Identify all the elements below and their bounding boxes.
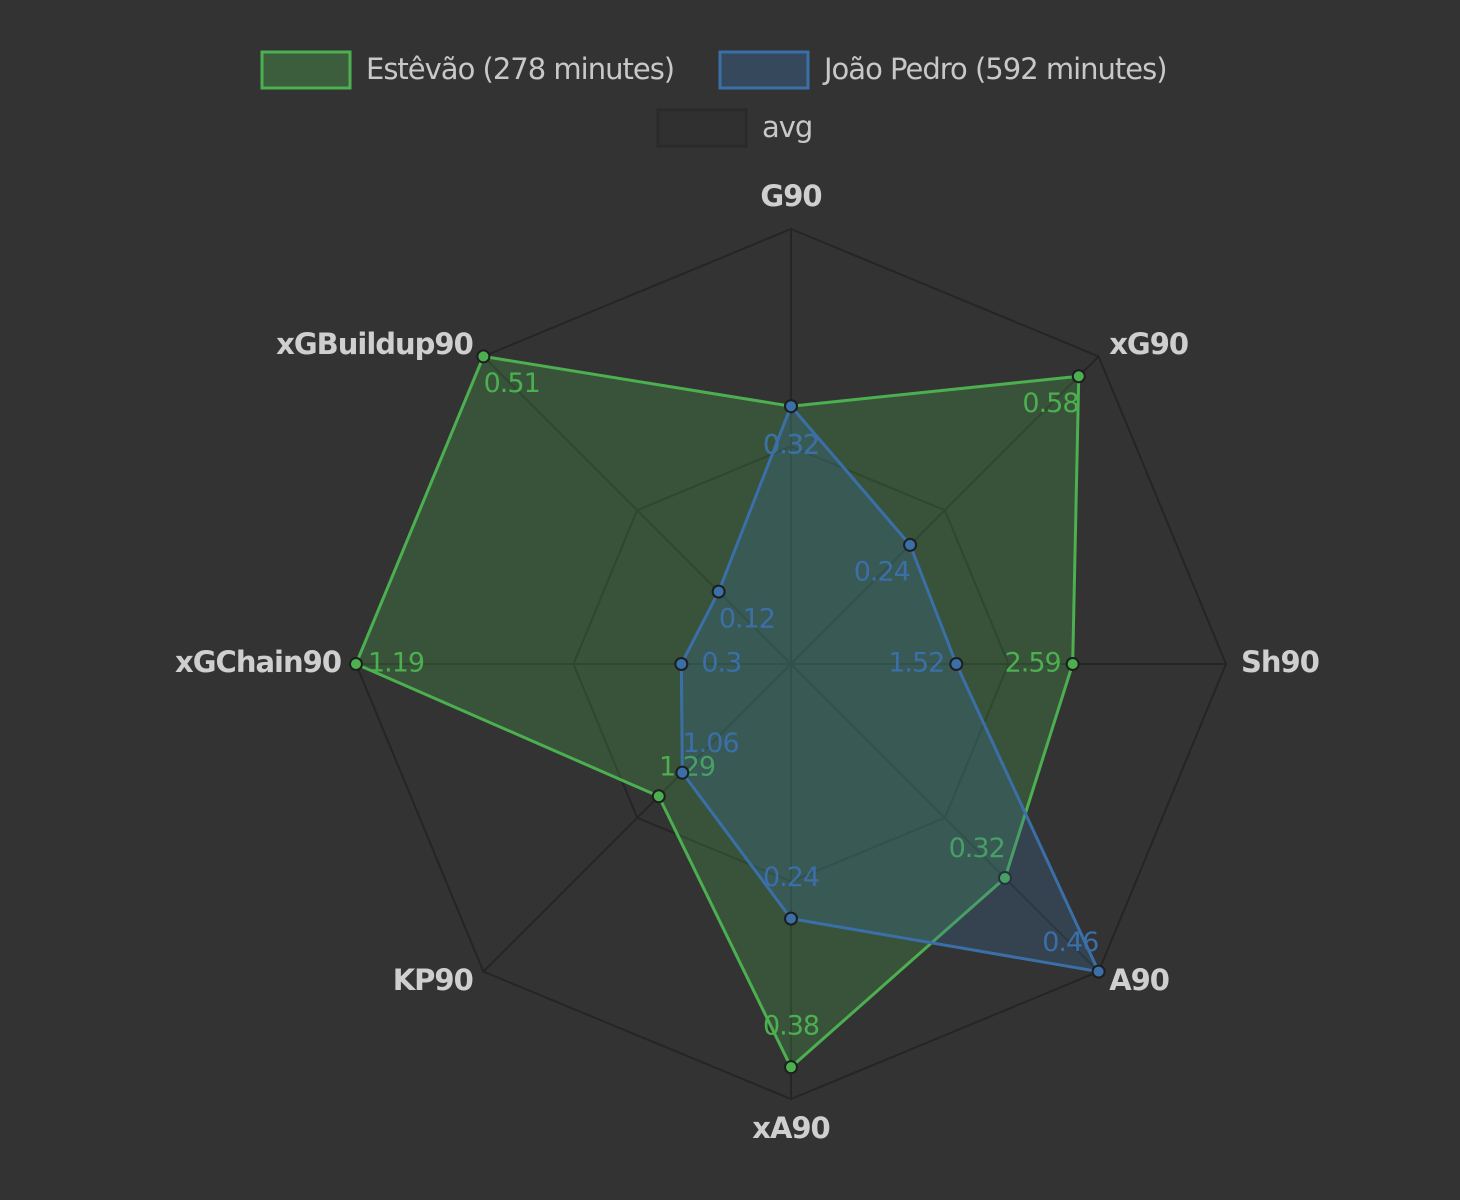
axis-label: xGBuildup90	[276, 327, 473, 361]
data-point	[1071, 369, 1086, 384]
series: 0.320.582.590.320.381.291.190.51	[349, 349, 1086, 1075]
value-label: 1.19	[368, 648, 424, 679]
series: 0.32 0.24 1.52 0.46 0.24 1.06 0.3 0.12	[674, 399, 1106, 979]
legend-text: Estêvão (278 minutes)	[366, 52, 674, 86]
axis-spoke	[482, 663, 792, 973]
value-label: 1.52	[888, 648, 944, 679]
value-label: 2.59	[1005, 648, 1061, 679]
legend-swatch	[656, 108, 748, 148]
value-label: 0.32	[763, 430, 819, 461]
data-point	[476, 349, 491, 364]
value-label: 0.32	[949, 833, 1005, 864]
axis-spoke	[482, 355, 792, 665]
data-point	[997, 870, 1012, 885]
axis-label: A90	[1109, 963, 1169, 997]
data-point	[903, 537, 918, 552]
axis-spoke	[790, 663, 1100, 973]
axis-label: G90	[760, 179, 821, 213]
value-label: 0.38	[763, 1011, 819, 1042]
value-label: 0.24	[854, 557, 910, 588]
data-point	[784, 399, 798, 414]
legend-swatch	[260, 50, 352, 90]
data-point	[675, 765, 690, 780]
data-point	[349, 657, 363, 671]
data-point	[674, 657, 689, 671]
value-label: 0.58	[1022, 388, 1078, 419]
data-point	[784, 911, 798, 926]
axis-label: Sh90	[1241, 645, 1319, 679]
data-point	[651, 789, 666, 804]
data-point	[711, 584, 726, 599]
legend-swatch	[718, 50, 810, 90]
axis-label: KP90	[393, 963, 473, 997]
value-label: 0.51	[484, 368, 540, 399]
data-point	[1065, 657, 1080, 671]
legend-text: João Pedro (592 minutes)	[822, 52, 1167, 86]
value-label: 0.3	[701, 648, 741, 679]
value-label: 0.46	[1042, 927, 1098, 958]
axis-label: xA90	[752, 1111, 830, 1145]
axis-label: xGChain90	[175, 645, 341, 679]
data-point	[949, 657, 964, 671]
value-label: 1.06	[683, 728, 739, 759]
legend-text: avg	[762, 110, 812, 144]
data-point	[784, 1060, 798, 1075]
data-point	[1091, 964, 1106, 979]
axis-spoke	[790, 355, 1100, 665]
axis-label: xG90	[1109, 327, 1188, 361]
value-label: 0.12	[719, 603, 775, 634]
value-label: 0.24	[763, 862, 819, 893]
